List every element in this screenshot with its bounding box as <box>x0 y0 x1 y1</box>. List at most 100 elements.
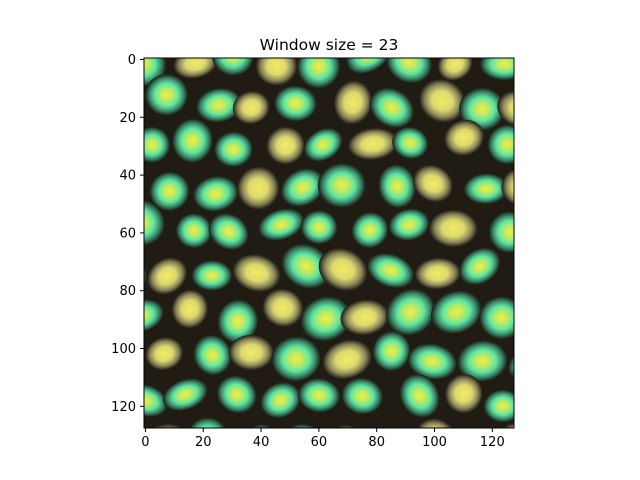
cell-blob <box>419 78 466 123</box>
cell-blob <box>187 417 229 428</box>
cell-blob <box>385 454 439 480</box>
cell-blob <box>342 458 392 480</box>
cell-blob <box>409 3 456 42</box>
cell-blob <box>545 245 603 303</box>
cell-blob <box>208 213 249 251</box>
cell-blob <box>351 212 389 249</box>
cell-blob <box>232 90 270 125</box>
x-tick-label: 20 <box>195 435 212 450</box>
cell-blob <box>497 90 514 128</box>
x-tick-label: 0 <box>141 435 149 450</box>
cell-blob <box>463 173 509 205</box>
plot-frame <box>143 57 515 429</box>
cell-blob <box>501 167 514 207</box>
figure-title: Window size = 23 <box>260 36 399 54</box>
cell-blob <box>163 454 206 480</box>
cell-blob <box>214 131 253 168</box>
cell-blob <box>479 58 514 81</box>
cell-blob <box>459 247 501 286</box>
cell-blob <box>563 277 627 340</box>
cell-blob <box>541 428 595 469</box>
cell-blob <box>438 453 493 480</box>
cell-blob <box>331 0 378 39</box>
y-tick-label: 20 <box>119 111 136 126</box>
cell-blob <box>148 0 195 43</box>
cell-blob <box>566 39 616 88</box>
cell-blob <box>188 0 242 37</box>
cell-blob <box>521 214 569 253</box>
cell-blob <box>333 80 373 125</box>
cell-blob <box>211 58 255 76</box>
cell-blob <box>300 210 338 245</box>
cell-blob <box>171 289 209 329</box>
cell-blob <box>550 0 605 40</box>
y-tick-label: 120 <box>111 400 136 415</box>
cell-blob <box>519 33 566 79</box>
y-tick-label: 0 <box>128 53 136 68</box>
cell-blob <box>58 0 98 36</box>
x-tick-label: 40 <box>253 435 270 450</box>
cell-blob <box>144 199 166 246</box>
cell-blob <box>496 0 545 34</box>
cell-blob <box>81 463 128 480</box>
cell-blob <box>345 58 393 74</box>
cell-blob <box>516 375 578 434</box>
cell-blob <box>487 124 514 165</box>
cell-blob <box>193 334 232 376</box>
y-tick-label: 100 <box>111 342 136 357</box>
x-tick-label: 60 <box>311 435 328 450</box>
cell-blob <box>303 127 343 162</box>
cell-blob <box>341 377 384 415</box>
cell-blob <box>195 87 242 123</box>
cell-blob <box>201 457 260 480</box>
cell-blob <box>568 452 622 480</box>
cell-blob <box>399 373 440 418</box>
cell-blob <box>228 334 274 371</box>
cell-blob <box>260 382 301 419</box>
y-axis: 0 20 40 60 80 100 120 <box>111 53 144 415</box>
cell-blob <box>378 164 416 209</box>
cell-blob <box>414 257 461 290</box>
cell-blob <box>559 110 620 169</box>
cell-blob <box>216 375 257 414</box>
cell-blob <box>372 331 411 372</box>
cell-blob <box>369 87 415 129</box>
cell-blob <box>525 115 585 171</box>
cell-blob <box>232 254 281 292</box>
cell-blob <box>591 331 640 378</box>
cell-blob <box>191 260 233 291</box>
cell-blob <box>479 467 528 480</box>
cell-blob <box>431 290 482 334</box>
cell-blob <box>322 339 372 380</box>
cell-blob <box>444 119 485 156</box>
cell-blob <box>437 58 473 81</box>
cell-blob <box>340 299 390 336</box>
cell-blob <box>386 58 433 84</box>
cell-blob <box>572 199 626 248</box>
cell-blob <box>144 126 171 163</box>
cell-blob <box>583 161 634 213</box>
cell-blob <box>172 118 213 163</box>
cell-blob <box>577 71 640 129</box>
cell-blob <box>73 31 127 86</box>
cell-blob <box>479 296 514 340</box>
image-plot <box>58 0 640 480</box>
cell-blob <box>460 3 500 39</box>
cell-blob <box>217 299 259 344</box>
cell-blob <box>457 340 508 382</box>
cell-blob <box>297 58 341 89</box>
cell-blob <box>542 336 604 392</box>
cell-blob <box>565 366 630 427</box>
cell-blob <box>64 196 126 257</box>
cell-blob <box>271 336 321 382</box>
cell-blob <box>258 208 305 241</box>
cell-blob <box>459 87 506 131</box>
cell-blob <box>388 208 430 241</box>
cell-blob <box>288 461 349 480</box>
cell-blob <box>488 211 514 254</box>
cell-blob <box>262 288 304 328</box>
cell-blob <box>579 234 640 296</box>
cell-blob <box>524 449 587 480</box>
cell-blob <box>175 213 213 249</box>
cell-blob <box>273 85 317 122</box>
